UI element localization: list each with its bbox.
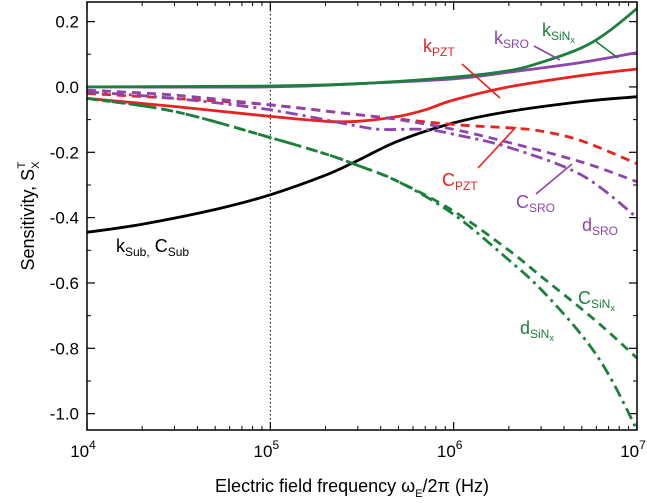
x-tick-label: 107 (620, 438, 646, 461)
y-tick-label: -0.6 (50, 274, 79, 293)
label-k-sinx: kSiNx (542, 20, 575, 45)
y-tick-label: -0.8 (50, 339, 79, 358)
x-tick-label: 105 (254, 438, 280, 461)
series-k-sub-c-sub (86, 95, 638, 234)
callout-k-pzt (461, 63, 501, 99)
label-layer: 104 105 106 107 0.2 0.0 -0.2 -0.4 -0.6 -0.8 -1.0 El… (16, 13, 646, 500)
callout-layer (461, 39, 619, 195)
label-c-sro: CSRO (516, 192, 555, 215)
series-layer (86, 7, 639, 431)
label-d-sinx: dSiNx (520, 318, 554, 343)
plot-frame (86, 1, 638, 431)
series-c-sro (86, 88, 638, 184)
series-d-sro (86, 90, 638, 219)
callout-c-sro (535, 163, 573, 195)
label-c-sinx: CSiNx (578, 288, 615, 313)
y-axis-label: Sensitivity, SXT (16, 161, 42, 271)
x-axis-label: Electric field frequency ωE/2π (Hz) (215, 476, 489, 500)
y-tick-label: -0.2 (50, 143, 79, 162)
series-k-pzt (86, 67, 638, 124)
x-tick-label: 104 (70, 438, 96, 461)
callout-c-pzt (477, 126, 517, 169)
callout-k-sinx (593, 39, 619, 59)
y-tick-label: 0.2 (55, 13, 79, 32)
series-k-sinx (86, 7, 638, 89)
series-d-sinx (86, 97, 639, 431)
label-k-sub-c-sub: kSub, CSub (116, 236, 189, 259)
label-d-sro: dSRO (582, 215, 618, 238)
label-k-pzt: kPZT (423, 36, 455, 59)
y-tick-label: -1.0 (50, 405, 79, 424)
y-tick-label: -0.4 (50, 209, 79, 228)
callout-k-sro (533, 45, 561, 61)
label-c-pzt: CPZT (442, 170, 478, 193)
label-k-sro: kSRO (494, 28, 529, 51)
x-tick-label: 106 (437, 438, 463, 461)
y-axis-ticks (87, 21, 637, 415)
y-tick-label: 0.0 (55, 78, 79, 97)
